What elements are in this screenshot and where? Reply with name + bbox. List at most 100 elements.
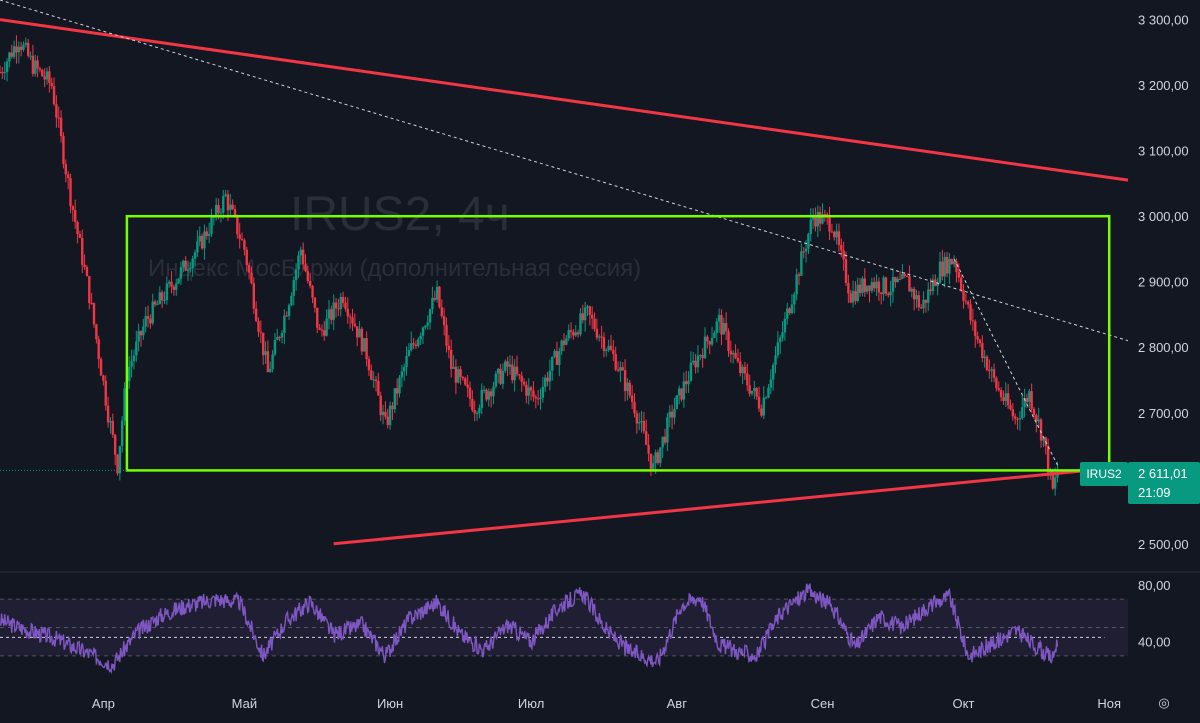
candle-body <box>334 302 338 309</box>
candle-body <box>109 421 112 423</box>
candle-body <box>379 395 382 416</box>
candle-body <box>992 369 996 378</box>
candle-body <box>873 282 876 289</box>
candle-body <box>659 447 662 463</box>
candle-body <box>1051 469 1054 489</box>
candle-body <box>931 279 935 292</box>
candle-body <box>287 305 291 317</box>
candle-body <box>889 291 892 296</box>
candle-body <box>959 277 963 290</box>
candle-body <box>262 332 265 356</box>
candle-body <box>616 369 620 371</box>
candle-body <box>880 292 883 295</box>
candle-body <box>424 325 427 328</box>
candle-body <box>720 314 723 335</box>
candle-body <box>614 353 617 370</box>
candle-body <box>541 386 545 398</box>
candle-body <box>1039 419 1043 441</box>
candle-body <box>398 377 401 394</box>
candle-body <box>898 278 902 280</box>
candle-body <box>341 296 345 303</box>
candle-body <box>748 385 751 394</box>
candle-body <box>146 316 150 319</box>
candle-body <box>48 71 51 83</box>
candle-body <box>327 309 331 319</box>
candle-body <box>682 381 686 400</box>
candle-body <box>323 330 326 336</box>
last-price-value: 2 611,01 <box>1138 466 1188 481</box>
price-axis-label: 3 100,00 <box>1138 144 1189 159</box>
candle-body <box>358 328 361 338</box>
candle-body <box>894 277 897 282</box>
candle-body <box>849 293 852 303</box>
candle-body <box>428 309 432 323</box>
candle-body <box>544 377 547 387</box>
candle-body <box>990 369 993 371</box>
candle-body <box>844 259 848 283</box>
candle-body <box>92 303 96 325</box>
candle-body <box>969 304 972 321</box>
settings-icon[interactable]: ◎ <box>1158 695 1170 710</box>
candle-body <box>466 384 469 388</box>
candle-body <box>433 297 436 300</box>
candle-body <box>633 401 636 414</box>
candle-body <box>640 420 643 423</box>
candle-body <box>532 390 535 397</box>
candle-body <box>985 356 989 371</box>
candle-body <box>835 231 838 238</box>
candle-body <box>339 296 342 310</box>
time-axis-label: Апр <box>92 696 115 711</box>
candle-body <box>948 258 951 274</box>
candle-body <box>743 366 747 374</box>
candle-body <box>266 351 270 373</box>
candle-body <box>8 52 11 62</box>
candle-body <box>367 359 371 371</box>
candle-body <box>656 452 660 463</box>
candle-body <box>767 387 770 398</box>
candle-body <box>144 316 147 327</box>
candle-body <box>762 397 765 416</box>
candle-body <box>814 216 817 227</box>
candle-body <box>381 411 385 416</box>
candle-body <box>882 277 885 295</box>
candle-body <box>90 303 93 305</box>
candle-body <box>804 248 808 252</box>
candle-body <box>250 272 253 284</box>
candle-body <box>403 366 406 372</box>
candle-body <box>348 316 352 318</box>
candle-body <box>292 280 295 296</box>
candle-body <box>689 362 693 381</box>
candle-body <box>273 340 277 355</box>
candle-body <box>31 55 35 74</box>
candle-body <box>149 318 152 324</box>
candle-body <box>111 421 114 435</box>
candle-body <box>219 212 223 214</box>
candle-body <box>661 436 664 448</box>
candle-body <box>43 76 46 80</box>
candle-body <box>313 297 317 308</box>
candle-body <box>797 274 801 276</box>
candle-body <box>50 82 53 87</box>
candle-body <box>569 330 573 332</box>
candle-body <box>283 315 286 334</box>
candle-body <box>497 368 500 374</box>
candle-body <box>957 271 960 278</box>
candle-body <box>445 325 448 346</box>
candle-body <box>130 361 133 367</box>
candle-body <box>920 307 923 309</box>
candle-body <box>17 46 20 53</box>
candle-body <box>55 104 58 118</box>
candle-body <box>132 355 136 362</box>
candle-body <box>184 260 187 271</box>
candle-body <box>372 379 375 381</box>
candle-body <box>259 331 263 333</box>
time-axis-label: Май <box>232 696 257 711</box>
candle-body <box>1018 418 1022 420</box>
candle-body <box>151 301 154 324</box>
candle-body <box>696 355 700 368</box>
candle-body <box>83 264 86 268</box>
candle-body <box>478 408 481 414</box>
candle-body <box>910 288 913 292</box>
candle-body <box>983 356 986 358</box>
